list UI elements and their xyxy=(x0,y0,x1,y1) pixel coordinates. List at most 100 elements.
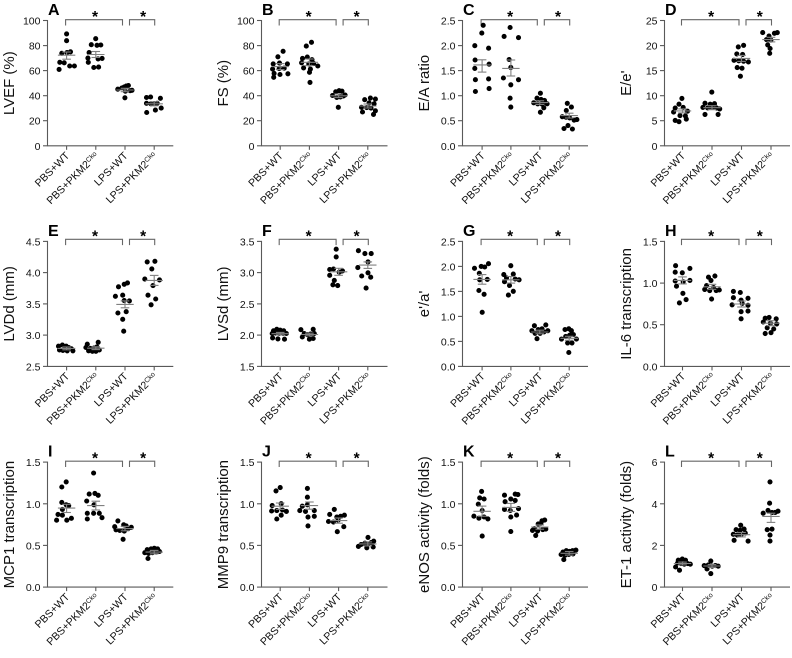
svg-text:L: L xyxy=(665,444,675,461)
svg-text:*: * xyxy=(354,228,361,245)
svg-text:60: 60 xyxy=(243,66,255,78)
svg-text:20: 20 xyxy=(29,116,41,128)
svg-text:1.5: 1.5 xyxy=(441,66,456,78)
svg-text:60: 60 xyxy=(29,66,41,78)
svg-text:E/A ratio: E/A ratio xyxy=(416,55,433,112)
svg-text:20: 20 xyxy=(243,116,255,128)
svg-text:1.0: 1.0 xyxy=(441,499,456,511)
svg-text:D: D xyxy=(665,2,677,19)
svg-text:ET-1 activity (folds): ET-1 activity (folds) xyxy=(618,461,635,589)
svg-text:1.5: 1.5 xyxy=(240,457,255,469)
svg-text:0: 0 xyxy=(249,141,255,153)
svg-text:1.0: 1.0 xyxy=(643,278,658,290)
svg-text:0.0: 0.0 xyxy=(240,582,255,594)
svg-text:3.0: 3.0 xyxy=(26,330,41,342)
svg-text:10: 10 xyxy=(646,91,658,103)
svg-text:F: F xyxy=(262,223,272,240)
svg-text:MCP1 transcription: MCP1 transcription xyxy=(1,461,18,589)
svg-text:1.5: 1.5 xyxy=(643,236,658,248)
svg-text:80: 80 xyxy=(29,41,41,53)
svg-text:0.5: 0.5 xyxy=(26,540,41,552)
svg-text:*: * xyxy=(507,9,514,26)
svg-text:3.0: 3.0 xyxy=(240,268,255,280)
svg-text:E/e': E/e' xyxy=(618,70,635,96)
svg-text:1.0: 1.0 xyxy=(240,499,255,511)
svg-text:*: * xyxy=(354,450,361,467)
svg-text:A: A xyxy=(48,2,60,19)
svg-text:H: H xyxy=(665,223,677,240)
svg-text:0.5: 0.5 xyxy=(240,540,255,552)
svg-text:15: 15 xyxy=(646,66,658,78)
svg-text:*: * xyxy=(708,228,715,245)
svg-text:1.5: 1.5 xyxy=(441,286,456,298)
svg-text:20: 20 xyxy=(646,41,658,53)
svg-text:0.5: 0.5 xyxy=(441,540,456,552)
svg-text:6: 6 xyxy=(652,457,658,469)
svg-text:2.0: 2.0 xyxy=(441,261,456,273)
svg-text:4: 4 xyxy=(652,499,658,511)
svg-text:*: * xyxy=(140,9,147,26)
svg-text:*: * xyxy=(757,9,764,26)
svg-text:*: * xyxy=(507,228,514,245)
svg-text:*: * xyxy=(507,450,514,467)
svg-text:*: * xyxy=(92,9,99,26)
svg-text:2.0: 2.0 xyxy=(240,330,255,342)
svg-text:25: 25 xyxy=(646,16,658,28)
svg-text:80: 80 xyxy=(243,41,255,53)
svg-text:*: * xyxy=(306,9,313,26)
svg-text:*: * xyxy=(92,450,99,467)
svg-text:FS (%): FS (%) xyxy=(215,60,232,107)
svg-text:*: * xyxy=(555,228,562,245)
svg-text:*: * xyxy=(708,450,715,467)
svg-text:J: J xyxy=(262,444,271,461)
svg-text:LVSd (mm): LVSd (mm) xyxy=(215,267,232,342)
svg-text:e'/a': e'/a' xyxy=(416,290,433,317)
svg-text:1.5: 1.5 xyxy=(441,457,456,469)
svg-text:0.0: 0.0 xyxy=(26,582,41,594)
svg-text:0: 0 xyxy=(652,141,658,153)
svg-text:E: E xyxy=(48,223,59,240)
svg-text:3.5: 3.5 xyxy=(240,236,255,248)
svg-text:*: * xyxy=(555,9,562,26)
svg-text:0.5: 0.5 xyxy=(441,336,456,348)
svg-text:1.5: 1.5 xyxy=(26,457,41,469)
svg-text:1.0: 1.0 xyxy=(441,91,456,103)
svg-text:LVEF (%): LVEF (%) xyxy=(1,51,18,115)
svg-text:0: 0 xyxy=(35,141,41,153)
svg-text:C: C xyxy=(463,2,475,19)
svg-text:I: I xyxy=(48,444,52,461)
svg-text:0: 0 xyxy=(652,582,658,594)
svg-text:2.5: 2.5 xyxy=(441,16,456,28)
svg-text:*: * xyxy=(757,228,764,245)
svg-text:*: * xyxy=(140,450,147,467)
svg-text:MMP9 transcription: MMP9 transcription xyxy=(215,460,232,589)
svg-text:100: 100 xyxy=(23,16,41,28)
svg-text:2.5: 2.5 xyxy=(26,361,41,373)
svg-text:1.5: 1.5 xyxy=(240,361,255,373)
svg-text:*: * xyxy=(757,450,764,467)
svg-text:4.0: 4.0 xyxy=(26,268,41,280)
svg-text:IL-6 transcription: IL-6 transcription xyxy=(618,248,635,360)
svg-text:4.5: 4.5 xyxy=(26,236,41,248)
svg-text:3.5: 3.5 xyxy=(26,299,41,311)
svg-text:*: * xyxy=(555,450,562,467)
svg-text:40: 40 xyxy=(243,91,255,103)
svg-text:G: G xyxy=(463,223,475,240)
svg-text:*: * xyxy=(140,228,147,245)
svg-text:0.0: 0.0 xyxy=(441,582,456,594)
svg-text:B: B xyxy=(262,2,274,19)
svg-text:0.5: 0.5 xyxy=(441,116,456,128)
svg-text:*: * xyxy=(92,228,99,245)
svg-text:0.0: 0.0 xyxy=(643,361,658,373)
svg-text:0.5: 0.5 xyxy=(643,320,658,332)
svg-text:1.0: 1.0 xyxy=(26,499,41,511)
svg-text:*: * xyxy=(708,9,715,26)
svg-text:eNOS activity (folds): eNOS activity (folds) xyxy=(416,456,433,593)
svg-text:40: 40 xyxy=(29,91,41,103)
svg-text:*: * xyxy=(306,450,313,467)
svg-text:2.5: 2.5 xyxy=(441,236,456,248)
svg-text:100: 100 xyxy=(237,16,255,28)
svg-text:2.5: 2.5 xyxy=(240,299,255,311)
svg-text:*: * xyxy=(306,228,313,245)
svg-text:5: 5 xyxy=(652,116,658,128)
